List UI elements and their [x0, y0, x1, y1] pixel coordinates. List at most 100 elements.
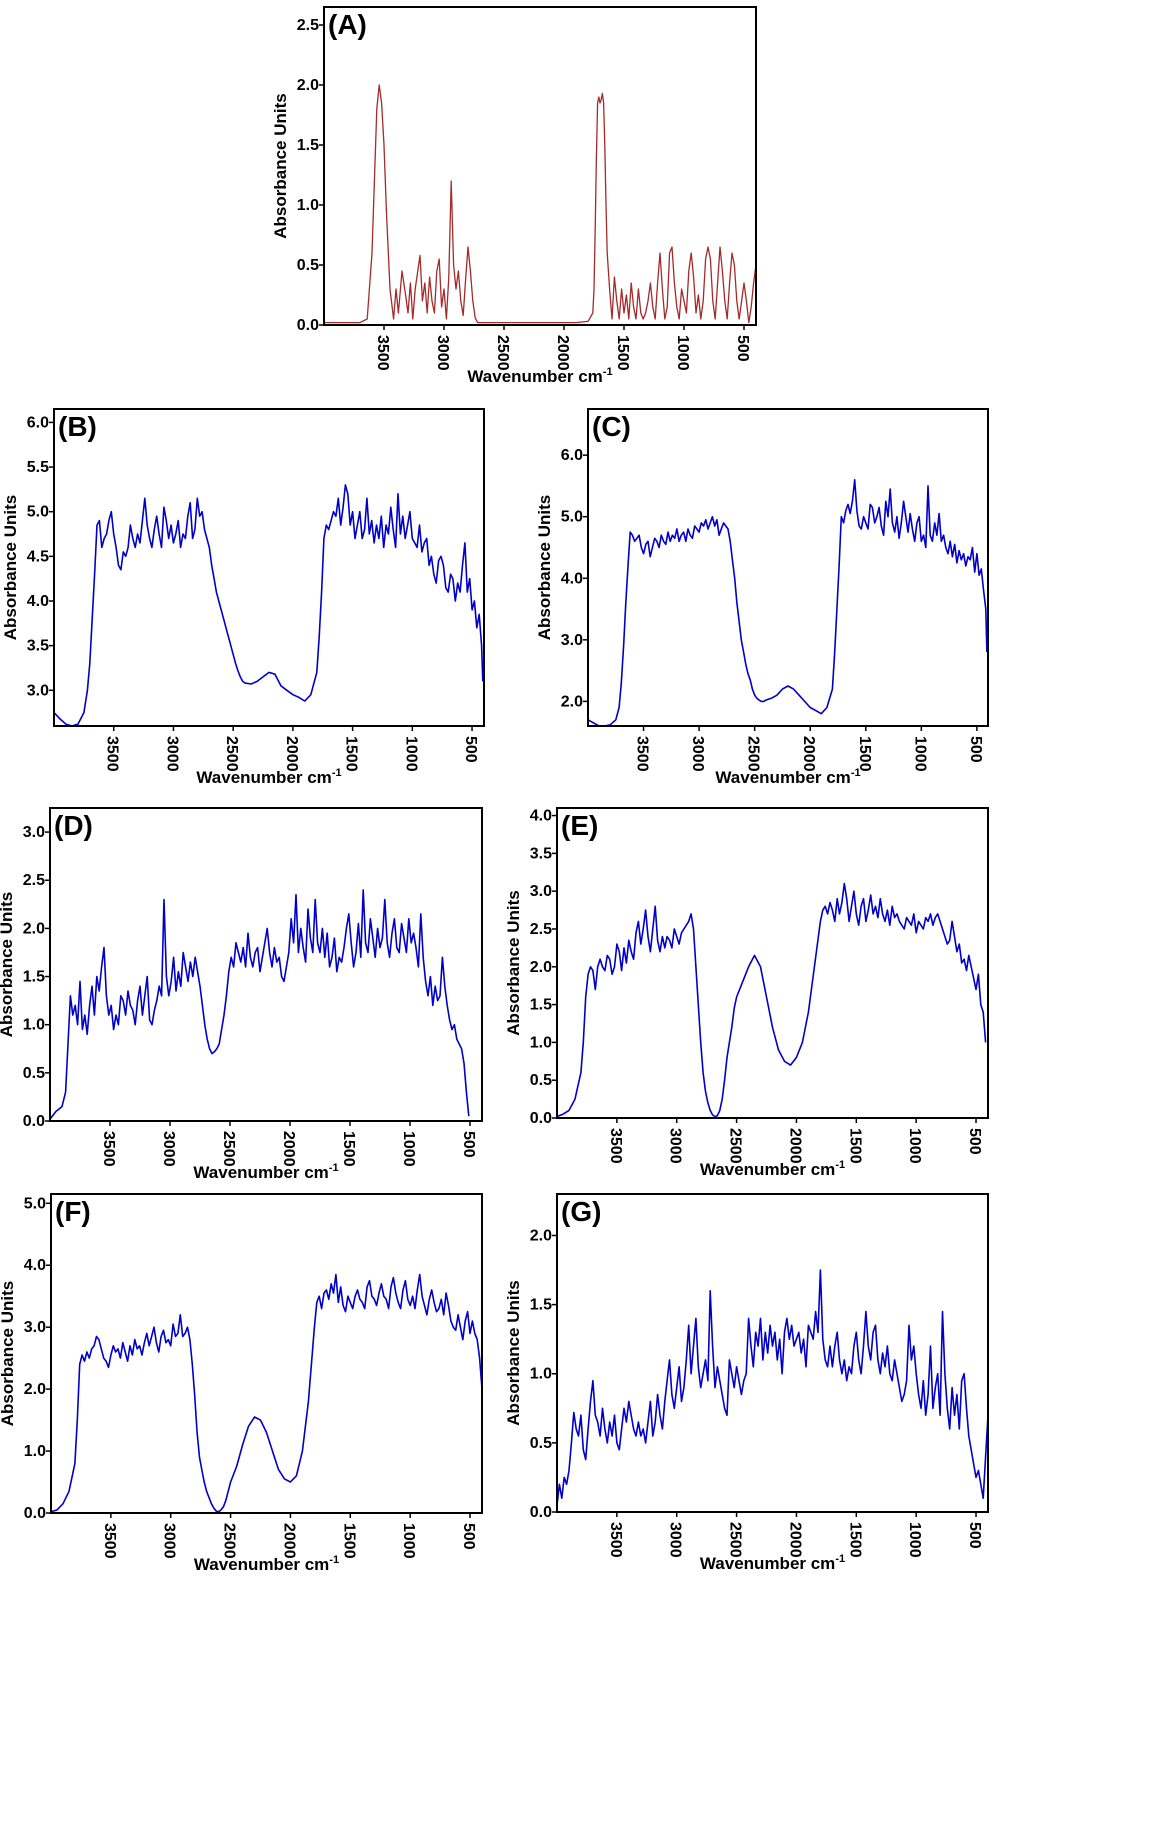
x-tick-label: 1000	[906, 1128, 923, 1164]
x-tick-label: 2500	[221, 1523, 238, 1559]
y-tick-label: 2.0	[530, 959, 552, 976]
panel-label: (F)	[55, 1196, 91, 1227]
plot-frame	[556, 1193, 989, 1513]
x-tick-label: 1000	[400, 1523, 417, 1559]
x-tick-label: 1500	[856, 736, 873, 772]
x-tick-label: 1500	[343, 736, 360, 772]
y-axis-label: Absorbance Units	[535, 495, 554, 640]
y-tick-label: 2.0	[561, 693, 583, 710]
x-tick-label: 2000	[786, 1522, 803, 1558]
plot-frame	[50, 1193, 483, 1514]
x-tick-label: 3500	[374, 335, 391, 371]
y-tick-label: 0.0	[23, 1113, 45, 1130]
y-tick-label: 5.5	[27, 459, 49, 476]
x-tick-label: 1500	[846, 1128, 863, 1164]
y-tick-label: 1.0	[297, 197, 319, 214]
x-tick-label: 1000	[674, 335, 691, 371]
chart-panel-c: 2.0 3.0 4.0 5.0 6.0 3500 3000 2500 2000 1500 1000 5…	[535, 408, 989, 787]
x-tick-label: 1000	[400, 1131, 417, 1167]
x-tick-label: 500	[734, 335, 751, 362]
y-tick-label: 0.5	[23, 1065, 45, 1082]
y-tick-label: 3.0	[530, 883, 552, 900]
x-tick-label: 3000	[667, 1128, 684, 1164]
x-axis-label: Wavenumber cm-1	[196, 767, 341, 787]
x-axis-label-sup: -1	[835, 1159, 845, 1171]
x-tick-label: 3500	[100, 1131, 117, 1167]
x-axis-label-main: Wavenumber cm	[196, 768, 331, 787]
x-tick-label: 2500	[220, 1131, 237, 1167]
chart-panel-f: 0.0 1.0 2.0 3.0 4.0 5.0 3500 3000 2500 2000 1500 10…	[0, 1193, 483, 1574]
x-tick-label: 3500	[104, 736, 121, 772]
chart-panel-d: 0.0 0.5 1.0 1.5 2.0 2.5 3.0 3500 3000 2500 2000 150…	[0, 807, 483, 1182]
x-axis-label-main: Wavenumber cm	[700, 1554, 835, 1573]
y-tick-label: 0.5	[297, 257, 319, 274]
x-tick-label: 1000	[906, 1522, 923, 1558]
x-tick-label: 2000	[786, 1128, 803, 1164]
y-tick-label: 5.0	[561, 509, 583, 526]
y-tick-label: 0.0	[24, 1505, 46, 1522]
x-axis-label-main: Wavenumber cm	[194, 1555, 329, 1574]
plot-frame	[556, 807, 989, 1119]
series-line	[54, 484, 484, 726]
y-tick-label: 4.0	[27, 593, 49, 610]
x-axis-label: Wavenumber cm-1	[193, 1162, 338, 1182]
x-tick-label: 2000	[283, 736, 300, 772]
x-axis-label: Wavenumber cm-1	[194, 1554, 339, 1574]
y-tick-label: 3.0	[27, 682, 49, 699]
y-tick-label: 1.5	[297, 137, 319, 154]
x-tick-label: 3000	[689, 736, 706, 772]
y-tick-label: 0.0	[530, 1110, 552, 1127]
plot-frame	[323, 6, 757, 326]
panel-label: (E)	[561, 810, 598, 841]
x-tick-label: 3000	[160, 1131, 177, 1167]
x-axis-label: Wavenumber cm-1	[700, 1553, 845, 1573]
y-axis-label: Absorbance Units	[0, 892, 16, 1037]
y-tick-label: 1.5	[530, 1297, 552, 1314]
plot-frame	[49, 807, 483, 1122]
y-tick-label: 1.0	[530, 1366, 552, 1383]
y-axis-label: Absorbance Units	[0, 1281, 17, 1426]
panel-label: (C)	[592, 411, 631, 442]
x-tick-label: 3000	[667, 1522, 684, 1558]
chart-panel-e: 0.0 0.5 1.0 1.5 2.0 2.5 3.0 3.5 4.0 3500 3000 2500 2…	[504, 807, 989, 1179]
y-tick-label: 4.0	[530, 808, 552, 825]
y-tick-label: 1.5	[530, 997, 552, 1014]
chart-panel-a: 0.0 0.5 1.0 1.5 2.0 2.5 3500 3000 2500 2000 1500 10…	[271, 6, 757, 386]
plot-frame	[587, 408, 989, 727]
x-tick-label: 2000	[280, 1523, 297, 1559]
y-tick-label: 6.0	[561, 447, 583, 464]
x-tick-label: 1000	[402, 736, 419, 772]
x-tick-label: 1500	[614, 335, 631, 371]
x-tick-label: 3000	[434, 335, 451, 371]
x-tick-label: 2500	[727, 1522, 744, 1558]
x-tick-label: 500	[460, 1523, 477, 1550]
y-tick-label: 0.0	[297, 317, 319, 334]
panel-label: (B)	[58, 411, 97, 442]
x-tick-label: 2500	[223, 736, 240, 772]
y-axis-label: Absorbance Units	[504, 1280, 523, 1425]
y-tick-label: 6.0	[27, 414, 49, 431]
y-tick-label: 3.0	[561, 632, 583, 649]
x-tick-label: 500	[966, 1522, 983, 1549]
y-tick-label: 3.5	[530, 845, 552, 862]
y-tick-label: 0.5	[530, 1435, 552, 1452]
x-tick-label: 3500	[101, 1523, 118, 1559]
series-line	[557, 882, 987, 1118]
x-axis-label-sup: -1	[835, 1553, 845, 1565]
series-line	[324, 84, 756, 324]
y-axis-label: Absorbance Units	[1, 495, 20, 640]
x-axis-label-main: Wavenumber cm	[715, 768, 850, 787]
y-tick-label: 5.0	[27, 504, 49, 521]
x-axis-label-main: Wavenumber cm	[467, 367, 602, 386]
series-line	[557, 1269, 988, 1506]
series-line	[51, 1273, 482, 1513]
y-tick-label: 2.0	[24, 1381, 46, 1398]
x-axis-label-sup: -1	[329, 1554, 339, 1566]
x-tick-label: 500	[967, 736, 984, 763]
y-axis-label: Absorbance Units	[271, 93, 290, 238]
x-axis-label-sup: -1	[329, 1162, 339, 1174]
panel-label: (G)	[561, 1196, 601, 1227]
x-axis-label-sup: -1	[332, 767, 342, 779]
x-axis-label-main: Wavenumber cm	[700, 1160, 835, 1179]
x-tick-label: 3000	[161, 1523, 178, 1559]
